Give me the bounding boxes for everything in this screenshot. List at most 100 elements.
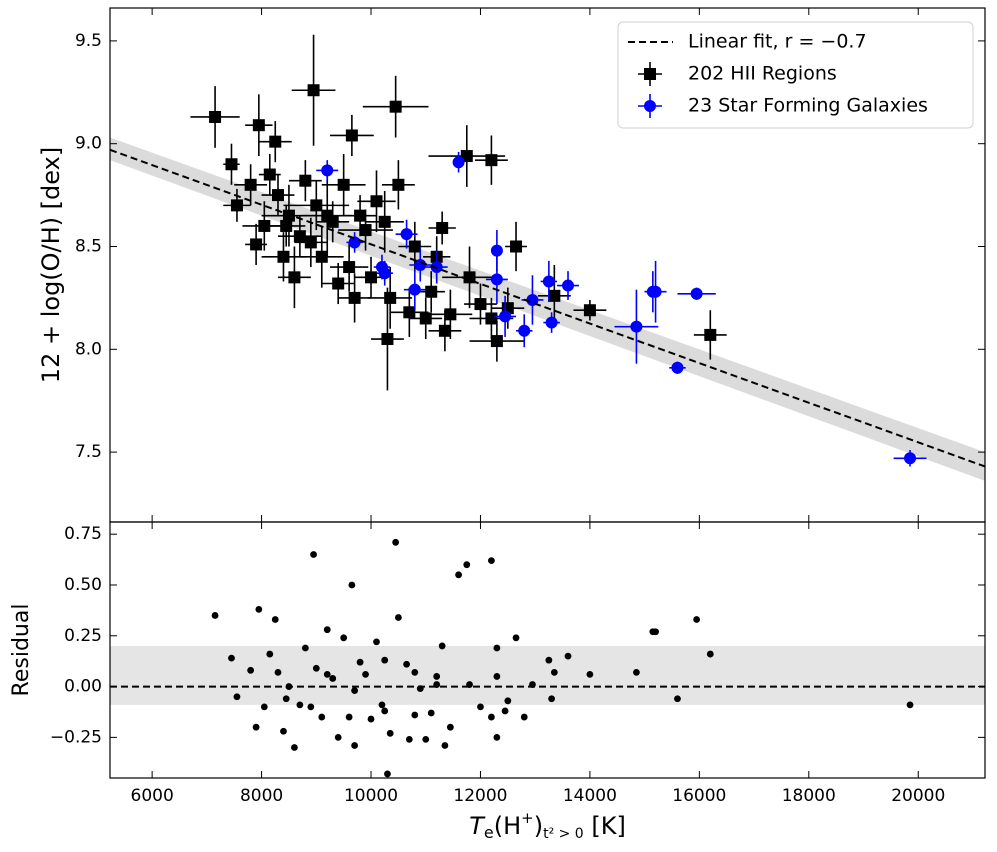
point — [304, 236, 317, 249]
residual-point — [348, 581, 356, 589]
point — [444, 308, 457, 321]
residual-point — [693, 616, 701, 623]
residual-point — [351, 742, 359, 749]
residual-point — [255, 605, 263, 613]
point — [263, 168, 276, 181]
residual-point — [351, 687, 359, 695]
x-axis-label-part: e — [484, 823, 494, 842]
residual-point — [422, 735, 430, 743]
point — [384, 291, 397, 304]
point — [904, 452, 917, 465]
point — [583, 304, 596, 317]
legend-box — [617, 21, 974, 129]
residual-point — [318, 713, 326, 721]
point — [271, 189, 284, 202]
residual-point — [381, 707, 389, 715]
residual-point — [323, 626, 331, 634]
residual-point — [282, 695, 290, 703]
point — [545, 316, 558, 329]
point — [419, 312, 432, 325]
point — [230, 199, 243, 212]
point — [542, 275, 555, 288]
point — [562, 279, 575, 292]
point — [269, 135, 282, 148]
residual-point — [362, 670, 369, 678]
residual-point — [512, 634, 520, 642]
residual-point — [252, 723, 260, 731]
point — [354, 209, 367, 222]
residual-point — [488, 557, 495, 565]
point — [485, 312, 498, 325]
point — [258, 219, 271, 232]
point — [425, 285, 438, 298]
residual-point — [233, 693, 241, 701]
residual-point — [247, 666, 255, 674]
point — [389, 100, 402, 113]
point — [225, 158, 238, 171]
point — [381, 333, 394, 346]
residual-point — [228, 654, 235, 662]
y-tick-label: 0.50 — [64, 575, 102, 595]
residual-point — [260, 703, 268, 711]
residual-point — [271, 616, 279, 623]
residual-point — [433, 681, 441, 688]
residual-point — [548, 695, 556, 703]
residual-point — [674, 695, 681, 703]
point — [370, 195, 383, 208]
point — [485, 154, 498, 167]
legend-swatch — [644, 68, 656, 80]
point — [299, 174, 312, 187]
residual-point — [356, 658, 364, 666]
point — [490, 273, 503, 286]
residual-point — [493, 644, 501, 652]
residual-point — [334, 733, 342, 741]
residual-point — [416, 685, 424, 693]
residual-axis-label: Residual — [9, 604, 34, 697]
residual-point — [463, 561, 471, 569]
x-tick-label: 12000 — [453, 786, 507, 806]
point — [630, 320, 643, 333]
point — [348, 236, 361, 249]
residual-point — [329, 675, 337, 682]
x-tick-label: 14000 — [563, 786, 617, 806]
bottom-frame — [109, 521, 986, 779]
point — [359, 224, 372, 237]
point — [375, 261, 388, 274]
y-tick-label: 7.5 — [75, 442, 102, 462]
point — [452, 156, 465, 169]
point — [490, 244, 503, 257]
point — [280, 219, 293, 232]
y-tick-label: −0.25 — [50, 727, 102, 747]
residual-point — [706, 650, 714, 658]
point — [474, 298, 487, 311]
y-tick-label: 8.5 — [75, 236, 102, 256]
residual-point — [586, 670, 594, 678]
residual-point — [296, 701, 304, 709]
point — [704, 328, 717, 341]
residual-point — [394, 614, 402, 621]
residual-point — [312, 664, 320, 672]
point — [315, 250, 328, 263]
x-axis-label-part: ) — [534, 812, 543, 840]
point — [403, 306, 416, 319]
point — [343, 261, 356, 274]
point — [414, 259, 427, 271]
x-tick-label: 16000 — [672, 786, 726, 806]
x-tick-label: 10000 — [344, 786, 398, 806]
residual-point — [545, 656, 553, 664]
x-tick-label: 20000 — [891, 786, 945, 806]
point — [649, 285, 662, 298]
residual-point — [307, 703, 315, 711]
point — [307, 84, 320, 97]
point — [378, 215, 391, 228]
residual-point — [367, 715, 375, 723]
residual-point — [373, 638, 380, 646]
point — [288, 271, 301, 284]
residual-point — [427, 709, 435, 717]
point — [490, 335, 503, 348]
point — [365, 271, 378, 284]
x-axis-label: Te(H+)t² > 0 [K] — [469, 809, 626, 843]
residual-point — [323, 670, 331, 678]
point — [510, 240, 523, 253]
